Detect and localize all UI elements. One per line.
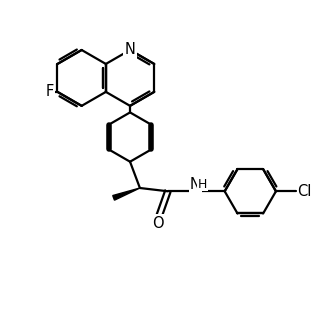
Polygon shape: [113, 188, 140, 200]
Text: H: H: [191, 179, 200, 192]
Text: F: F: [45, 84, 53, 99]
Text: O: O: [152, 216, 164, 231]
Text: N: N: [190, 177, 201, 191]
Text: N: N: [190, 178, 201, 193]
Text: Cl: Cl: [297, 184, 312, 199]
Text: H: H: [198, 178, 207, 190]
Text: N: N: [125, 43, 136, 57]
